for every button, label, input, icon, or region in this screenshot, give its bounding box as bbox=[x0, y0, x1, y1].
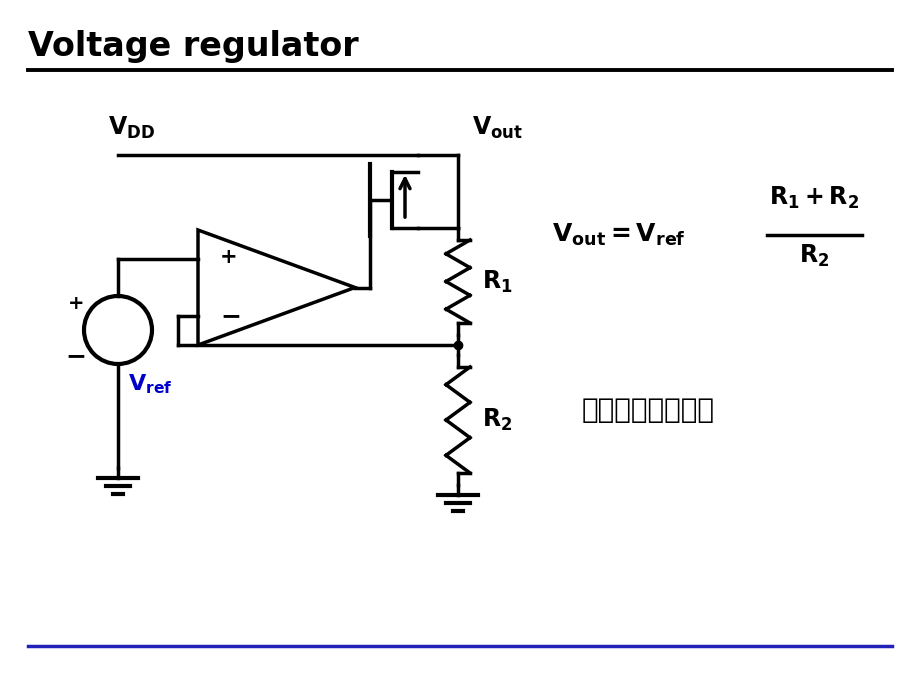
Text: +: + bbox=[220, 247, 237, 267]
Text: $\mathbf{V_{ref}}$: $\mathbf{V_{ref}}$ bbox=[128, 372, 172, 395]
Text: $\mathbf{V_{out} = V_{ref}}$: $\mathbf{V_{out} = V_{ref}}$ bbox=[551, 222, 685, 248]
Text: $\mathbf{R_2}$: $\mathbf{R_2}$ bbox=[799, 243, 829, 269]
Text: $\mathbf{R_1}$: $\mathbf{R_1}$ bbox=[482, 268, 512, 295]
Text: $\mathbf{R_1 + R_2}$: $\mathbf{R_1 + R_2}$ bbox=[768, 185, 858, 211]
Text: +: + bbox=[68, 295, 85, 313]
Text: Voltage regulator: Voltage regulator bbox=[28, 30, 358, 63]
Text: −: − bbox=[65, 344, 86, 368]
Text: $\mathbf{V_{out}}$: $\mathbf{V_{out}}$ bbox=[471, 115, 523, 141]
Text: −: − bbox=[220, 304, 241, 328]
Text: $\mathbf{V_{DD}}$: $\mathbf{V_{DD}}$ bbox=[108, 115, 155, 141]
Text: $\mathbf{R_2}$: $\mathbf{R_2}$ bbox=[482, 407, 512, 433]
Text: 基准电压运用举例: 基准电压运用举例 bbox=[582, 396, 714, 424]
